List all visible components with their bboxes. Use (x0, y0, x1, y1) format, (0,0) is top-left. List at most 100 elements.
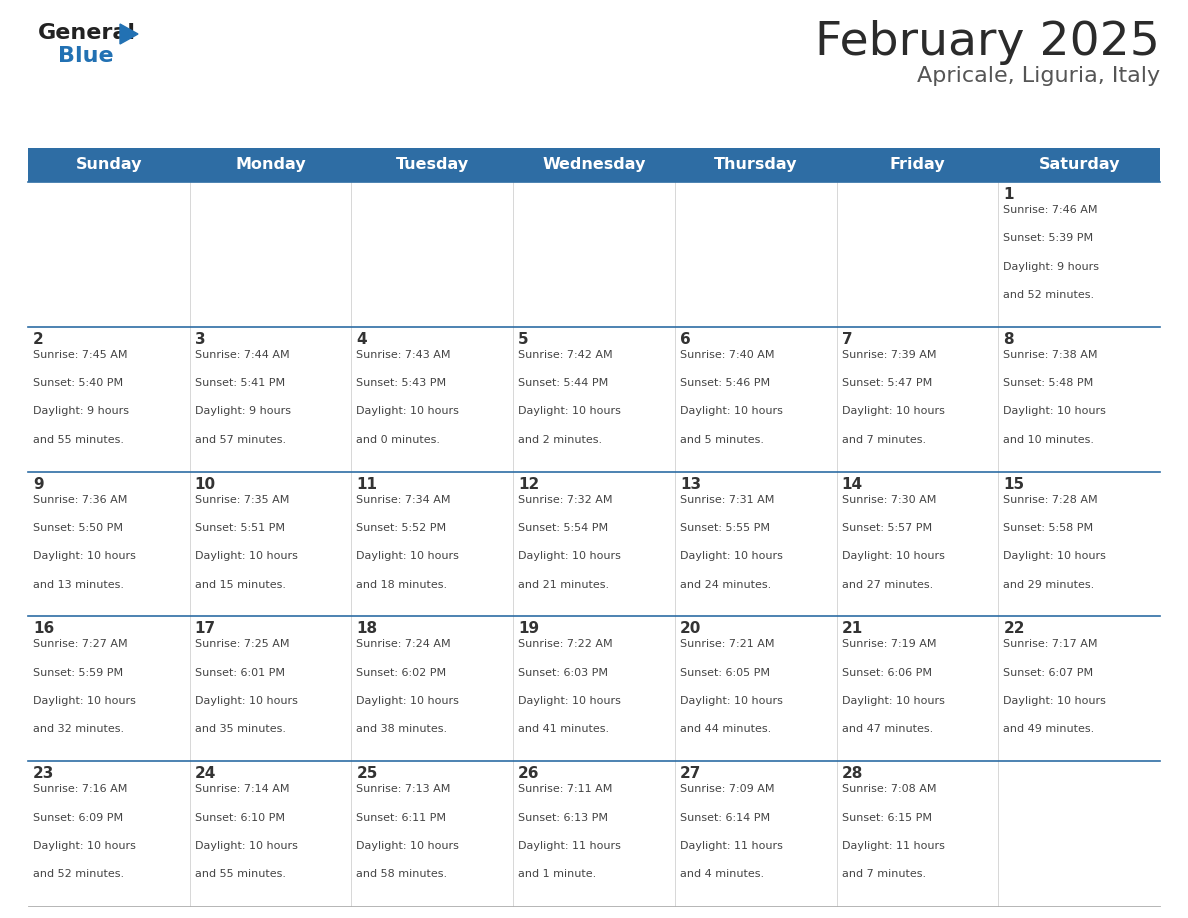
Text: and 13 minutes.: and 13 minutes. (33, 579, 124, 589)
Text: 4: 4 (356, 331, 367, 347)
Text: 19: 19 (518, 621, 539, 636)
Text: Daylight: 10 hours: Daylight: 10 hours (356, 551, 460, 561)
Text: and 55 minutes.: and 55 minutes. (195, 869, 286, 879)
Text: 24: 24 (195, 767, 216, 781)
Text: Daylight: 10 hours: Daylight: 10 hours (356, 841, 460, 851)
Text: Daylight: 11 hours: Daylight: 11 hours (518, 841, 621, 851)
Text: Sunrise: 7:31 AM: Sunrise: 7:31 AM (680, 495, 775, 505)
Text: 27: 27 (680, 767, 701, 781)
Text: and 18 minutes.: and 18 minutes. (356, 579, 448, 589)
Text: Sunset: 5:54 PM: Sunset: 5:54 PM (518, 523, 608, 533)
Text: Daylight: 9 hours: Daylight: 9 hours (33, 407, 129, 417)
Text: and 7 minutes.: and 7 minutes. (841, 869, 925, 879)
Text: 10: 10 (195, 476, 216, 492)
Text: Tuesday: Tuesday (396, 158, 469, 173)
Text: Daylight: 10 hours: Daylight: 10 hours (195, 551, 297, 561)
Text: 23: 23 (33, 767, 55, 781)
Text: 22: 22 (1004, 621, 1025, 636)
Text: Sunset: 5:48 PM: Sunset: 5:48 PM (1004, 378, 1093, 388)
Text: Sunset: 6:01 PM: Sunset: 6:01 PM (195, 667, 285, 677)
Text: Sunrise: 7:22 AM: Sunrise: 7:22 AM (518, 640, 613, 649)
Text: Daylight: 9 hours: Daylight: 9 hours (1004, 262, 1099, 272)
Text: Sunset: 6:03 PM: Sunset: 6:03 PM (518, 667, 608, 677)
Text: 25: 25 (356, 767, 378, 781)
Text: Sunset: 6:06 PM: Sunset: 6:06 PM (841, 667, 931, 677)
Text: Daylight: 10 hours: Daylight: 10 hours (1004, 696, 1106, 706)
Text: Sunset: 6:11 PM: Sunset: 6:11 PM (356, 812, 447, 823)
Text: 13: 13 (680, 476, 701, 492)
Text: Sunset: 6:15 PM: Sunset: 6:15 PM (841, 812, 931, 823)
Text: 1: 1 (1004, 187, 1013, 202)
Text: Sunset: 5:57 PM: Sunset: 5:57 PM (841, 523, 931, 533)
Text: Sunset: 5:47 PM: Sunset: 5:47 PM (841, 378, 931, 388)
Text: Daylight: 10 hours: Daylight: 10 hours (33, 551, 135, 561)
Text: Sunrise: 7:13 AM: Sunrise: 7:13 AM (356, 784, 450, 794)
Text: Apricale, Liguria, Italy: Apricale, Liguria, Italy (917, 66, 1159, 86)
Text: Sunrise: 7:17 AM: Sunrise: 7:17 AM (1004, 640, 1098, 649)
Text: and 4 minutes.: and 4 minutes. (680, 869, 764, 879)
Text: and 1 minute.: and 1 minute. (518, 869, 596, 879)
Text: Sunrise: 7:09 AM: Sunrise: 7:09 AM (680, 784, 775, 794)
Text: Sunrise: 7:43 AM: Sunrise: 7:43 AM (356, 350, 451, 360)
Text: Daylight: 10 hours: Daylight: 10 hours (518, 551, 621, 561)
Text: Sunrise: 7:44 AM: Sunrise: 7:44 AM (195, 350, 290, 360)
Text: 15: 15 (1004, 476, 1024, 492)
Text: and 35 minutes.: and 35 minutes. (195, 724, 286, 734)
Text: 5: 5 (518, 331, 529, 347)
Text: Sunrise: 7:27 AM: Sunrise: 7:27 AM (33, 640, 127, 649)
Text: Sunrise: 7:42 AM: Sunrise: 7:42 AM (518, 350, 613, 360)
Text: Sunday: Sunday (76, 158, 143, 173)
Text: Daylight: 10 hours: Daylight: 10 hours (518, 696, 621, 706)
Text: Daylight: 10 hours: Daylight: 10 hours (356, 696, 460, 706)
Text: Daylight: 10 hours: Daylight: 10 hours (518, 407, 621, 417)
Text: Wednesday: Wednesday (542, 158, 646, 173)
Text: Sunset: 5:44 PM: Sunset: 5:44 PM (518, 378, 608, 388)
Text: and 47 minutes.: and 47 minutes. (841, 724, 933, 734)
Text: and 7 minutes.: and 7 minutes. (841, 435, 925, 445)
Text: and 55 minutes.: and 55 minutes. (33, 435, 124, 445)
Text: February 2025: February 2025 (815, 20, 1159, 65)
Text: Daylight: 9 hours: Daylight: 9 hours (195, 407, 291, 417)
Text: Sunset: 6:05 PM: Sunset: 6:05 PM (680, 667, 770, 677)
Text: and 29 minutes.: and 29 minutes. (1004, 579, 1094, 589)
Text: 8: 8 (1004, 331, 1013, 347)
Text: Daylight: 10 hours: Daylight: 10 hours (1004, 551, 1106, 561)
Text: Sunset: 6:13 PM: Sunset: 6:13 PM (518, 812, 608, 823)
Text: Sunrise: 7:08 AM: Sunrise: 7:08 AM (841, 784, 936, 794)
Text: Sunset: 5:39 PM: Sunset: 5:39 PM (1004, 233, 1093, 243)
Text: Daylight: 10 hours: Daylight: 10 hours (1004, 407, 1106, 417)
Text: Blue: Blue (58, 46, 114, 66)
Text: Sunrise: 7:35 AM: Sunrise: 7:35 AM (195, 495, 289, 505)
Text: Friday: Friday (890, 158, 946, 173)
Text: Daylight: 11 hours: Daylight: 11 hours (841, 841, 944, 851)
Text: Sunset: 5:50 PM: Sunset: 5:50 PM (33, 523, 124, 533)
Text: Sunset: 6:02 PM: Sunset: 6:02 PM (356, 667, 447, 677)
Text: 12: 12 (518, 476, 539, 492)
Text: Sunrise: 7:14 AM: Sunrise: 7:14 AM (195, 784, 289, 794)
Text: Sunset: 6:09 PM: Sunset: 6:09 PM (33, 812, 124, 823)
Text: 2: 2 (33, 331, 44, 347)
Text: Sunrise: 7:36 AM: Sunrise: 7:36 AM (33, 495, 127, 505)
Text: and 5 minutes.: and 5 minutes. (680, 435, 764, 445)
Polygon shape (120, 24, 138, 44)
Text: Sunrise: 7:32 AM: Sunrise: 7:32 AM (518, 495, 613, 505)
Text: and 44 minutes.: and 44 minutes. (680, 724, 771, 734)
Text: Daylight: 11 hours: Daylight: 11 hours (680, 841, 783, 851)
Text: and 49 minutes.: and 49 minutes. (1004, 724, 1094, 734)
Text: Sunrise: 7:46 AM: Sunrise: 7:46 AM (1004, 205, 1098, 215)
Text: 21: 21 (841, 621, 862, 636)
Text: 16: 16 (33, 621, 55, 636)
Text: Sunrise: 7:24 AM: Sunrise: 7:24 AM (356, 640, 451, 649)
Text: 20: 20 (680, 621, 701, 636)
Text: and 0 minutes.: and 0 minutes. (356, 435, 441, 445)
Text: Daylight: 10 hours: Daylight: 10 hours (841, 407, 944, 417)
Text: Sunset: 5:55 PM: Sunset: 5:55 PM (680, 523, 770, 533)
Bar (29, 761, 1159, 906)
Text: Sunset: 5:59 PM: Sunset: 5:59 PM (33, 667, 124, 677)
Text: 18: 18 (356, 621, 378, 636)
Text: 3: 3 (195, 331, 206, 347)
Text: and 52 minutes.: and 52 minutes. (33, 869, 124, 879)
Text: Thursday: Thursday (714, 158, 797, 173)
Text: Sunrise: 7:11 AM: Sunrise: 7:11 AM (518, 784, 613, 794)
Text: Sunrise: 7:34 AM: Sunrise: 7:34 AM (356, 495, 451, 505)
